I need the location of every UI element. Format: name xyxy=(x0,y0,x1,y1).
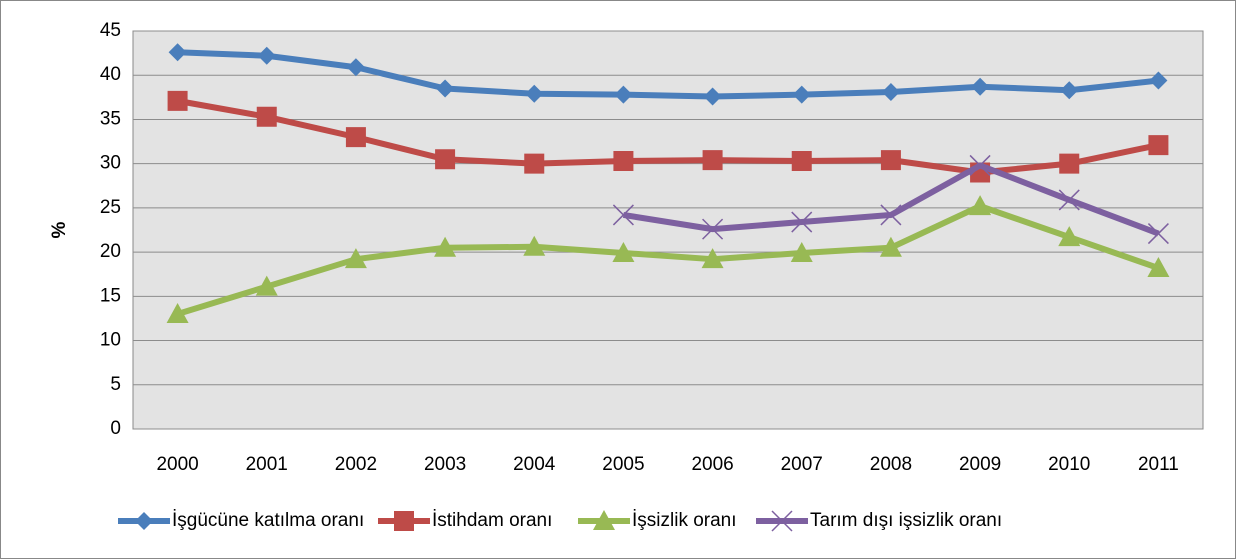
legend-marker xyxy=(394,511,414,531)
y-tick-label: 40 xyxy=(100,64,121,85)
data-point xyxy=(166,303,189,324)
data-point xyxy=(524,153,545,174)
data-point xyxy=(703,87,722,106)
x-tick-label: 2010 xyxy=(1048,454,1090,475)
data-point xyxy=(790,241,813,262)
data-point xyxy=(435,149,456,170)
data-point xyxy=(523,235,546,256)
x-tick-label: 2005 xyxy=(602,454,644,475)
y-tick-label: 15 xyxy=(100,285,121,306)
legend-marker xyxy=(593,510,615,530)
data-point xyxy=(702,150,723,171)
data-point xyxy=(969,195,992,216)
y-tick-label: 35 xyxy=(100,108,121,129)
legend-marker xyxy=(771,510,793,532)
data-point xyxy=(1060,81,1079,100)
legend-label: Tarım dışı işsizlik oranı xyxy=(810,510,1002,531)
x-tick-label: 2004 xyxy=(513,454,556,475)
x-tick-label: 2001 xyxy=(246,454,288,475)
x-tick-label: 2008 xyxy=(870,454,912,475)
data-point xyxy=(167,90,188,111)
y-tick-label: 10 xyxy=(100,330,121,351)
data-point xyxy=(614,85,633,104)
data-point xyxy=(1059,153,1080,174)
data-point xyxy=(346,58,365,77)
data-point xyxy=(1148,135,1169,156)
y-tick-label: 20 xyxy=(100,241,121,262)
data-point xyxy=(1147,257,1170,278)
data-point xyxy=(1058,226,1081,247)
data-point xyxy=(792,85,811,104)
data-point xyxy=(1149,71,1168,90)
data-point xyxy=(613,151,634,172)
data-point xyxy=(969,154,991,176)
data-point xyxy=(880,204,902,226)
y-tick-label: 30 xyxy=(100,153,121,174)
x-tick-label: 2003 xyxy=(424,454,466,475)
data-point xyxy=(702,218,724,240)
data-point xyxy=(344,248,367,269)
data-point xyxy=(1058,189,1080,211)
data-point xyxy=(1147,223,1169,245)
data-point xyxy=(880,150,901,171)
data-point xyxy=(255,275,278,296)
data-point xyxy=(256,106,277,127)
y-tick-label: 0 xyxy=(110,418,121,439)
legend-label: İşgücüne katılma oranı xyxy=(172,510,364,531)
x-tick-label: 2011 xyxy=(1138,454,1179,475)
x-tick-label: 2002 xyxy=(335,454,377,475)
y-tick-label: 25 xyxy=(100,197,121,218)
data-point xyxy=(791,211,813,233)
legend-label: İşsizlik oranı xyxy=(632,510,737,531)
data-point xyxy=(612,204,634,226)
x-tick-label: 2007 xyxy=(781,454,823,475)
data-point xyxy=(971,77,990,96)
y-axis-label: % xyxy=(49,221,70,238)
data-point xyxy=(701,248,724,269)
data-point xyxy=(345,127,366,148)
data-point xyxy=(525,84,544,103)
data-point xyxy=(257,46,276,65)
x-tick-label: 2000 xyxy=(156,454,198,475)
data-point xyxy=(881,83,900,102)
data-point xyxy=(434,236,457,257)
legend-label: İstihdam oranı xyxy=(432,510,552,531)
data-point xyxy=(879,236,902,257)
x-tick-label: 2009 xyxy=(959,454,1001,475)
legend-marker xyxy=(135,512,153,530)
data-point xyxy=(168,43,187,62)
y-tick-label: 45 xyxy=(100,20,121,41)
data-point xyxy=(791,151,812,172)
series-line xyxy=(177,49,1159,100)
x-tick-label: 2006 xyxy=(691,454,733,475)
y-tick-label: 5 xyxy=(110,374,121,395)
series-line xyxy=(176,203,1160,317)
data-point xyxy=(612,241,635,262)
data-point xyxy=(436,79,455,98)
